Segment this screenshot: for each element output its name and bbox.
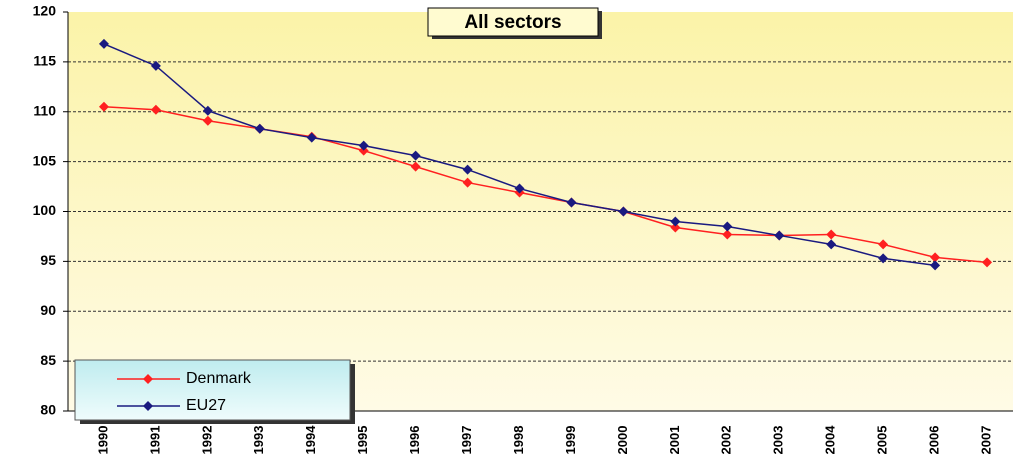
legend-marker xyxy=(143,374,153,384)
point xyxy=(878,253,889,264)
x-tick-label: 2005 xyxy=(875,426,890,455)
point xyxy=(98,38,109,49)
y-tick-label: 95 xyxy=(40,252,56,268)
y-tick-label: 105 xyxy=(33,152,57,168)
legend-label: EU27 xyxy=(186,397,226,414)
legend xyxy=(74,359,351,421)
point xyxy=(774,230,785,241)
y-tick-label: 90 xyxy=(40,302,56,318)
x-tick-label: 2002 xyxy=(719,426,734,455)
point xyxy=(826,239,837,250)
x-tick-label: 1993 xyxy=(251,426,266,455)
x-tick-label: 1998 xyxy=(511,426,526,455)
y-tick-label: 110 xyxy=(33,102,56,118)
point xyxy=(722,229,733,240)
point xyxy=(930,260,941,271)
y-tick-label: 120 xyxy=(33,3,57,19)
legend-label: Denmark xyxy=(186,370,252,387)
point xyxy=(878,239,889,250)
point xyxy=(410,150,421,161)
x-tick-label: 1995 xyxy=(355,426,370,455)
point xyxy=(514,183,525,194)
point xyxy=(306,132,317,143)
x-tick-label: 1999 xyxy=(563,426,578,455)
x-tick-label: 1997 xyxy=(459,426,474,455)
point xyxy=(982,257,993,268)
y-tick-label: 85 xyxy=(40,352,56,368)
point xyxy=(202,115,213,126)
x-tick-label: 1990 xyxy=(95,426,110,455)
x-tick-label: 2004 xyxy=(823,425,838,455)
point xyxy=(930,252,941,263)
x-tick-label: 2001 xyxy=(667,426,682,455)
point xyxy=(618,206,629,217)
point xyxy=(150,60,161,71)
y-tick-label: 115 xyxy=(33,53,56,69)
point xyxy=(254,123,265,134)
x-tick-label: 2000 xyxy=(615,426,630,455)
point xyxy=(462,177,473,188)
series-line xyxy=(103,106,988,264)
title-box xyxy=(427,7,599,37)
y-tick-label: 100 xyxy=(33,202,57,218)
point xyxy=(150,104,161,115)
point xyxy=(202,105,213,116)
legend-marker xyxy=(143,401,153,411)
x-tick-label: 1996 xyxy=(407,426,422,455)
point xyxy=(670,222,681,233)
x-tick-label: 1991 xyxy=(147,426,162,455)
point xyxy=(98,101,109,112)
point xyxy=(670,216,681,227)
x-tick-label: 1992 xyxy=(199,426,214,455)
x-tick-label: 2007 xyxy=(978,426,993,455)
x-tick-label: 2003 xyxy=(771,426,786,455)
point xyxy=(826,229,837,240)
y-tick-label: 80 xyxy=(40,402,56,418)
point xyxy=(410,161,421,172)
point xyxy=(358,140,369,151)
x-tick-label: 1994 xyxy=(303,425,318,455)
point xyxy=(462,164,473,175)
chart-title: All sectors xyxy=(464,12,561,33)
x-tick-label: 2006 xyxy=(927,426,942,455)
point xyxy=(722,221,733,232)
point xyxy=(566,197,577,208)
